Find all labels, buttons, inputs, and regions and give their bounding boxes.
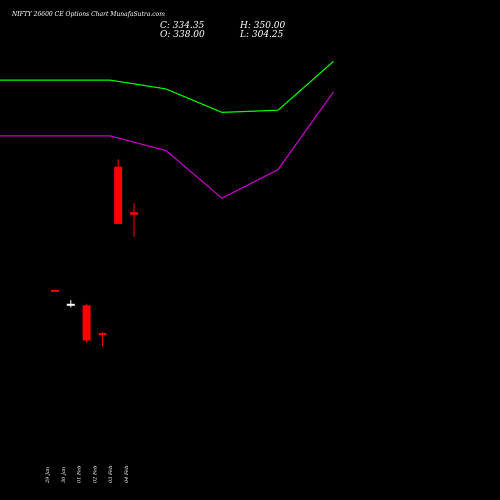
x-axis-ticks: 29 Jan 30 Jan 01 Feb 02 Feb 03 Feb 04 Feb: [45, 466, 130, 484]
low-value: L: 304.25: [239, 30, 284, 40]
high-value: H: 350.00: [239, 21, 286, 31]
chart-title: NIFTY 26600 CE Options Chart MunafaSutra…: [11, 11, 165, 18]
candles-group: [51, 159, 138, 347]
x-tick-label-1: 29 Jan: [45, 467, 51, 484]
open-value: O: 338.00: [160, 30, 205, 40]
lower-band-line: [0, 91, 334, 199]
candle-body-1: [51, 289, 59, 292]
x-tick-label-2: 30 Jan: [61, 467, 67, 483]
indicator-bands: [0, 61, 334, 199]
x-tick-label-6: 04 Feb: [124, 466, 130, 483]
candle-body-3: [82, 305, 91, 341]
x-tick-label-5: 03 Feb: [108, 466, 114, 483]
candle-body-2: [66, 303, 75, 306]
upper-band-line: [0, 61, 334, 114]
candle-body-6: [130, 212, 138, 215]
x-tick-label-4: 02 Feb: [92, 466, 98, 483]
candle-body-4: [98, 333, 107, 336]
candle-body-5: [114, 166, 123, 224]
x-tick-label-3: 01 Feb: [77, 466, 83, 483]
close-value: C: 334.35: [160, 21, 205, 31]
